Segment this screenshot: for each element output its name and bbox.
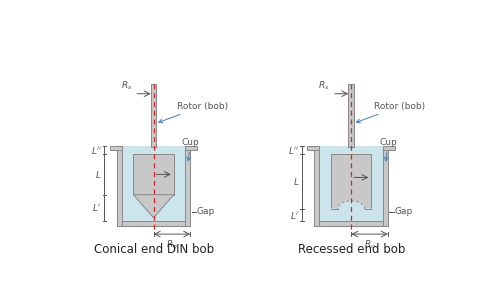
- Text: Cup: Cup: [379, 138, 397, 161]
- Bar: [134, 154, 173, 195]
- Bar: [331, 154, 372, 209]
- Bar: [314, 146, 320, 226]
- Bar: [122, 146, 186, 221]
- Text: $L^{\prime\prime}$: $L^{\prime\prime}$: [288, 145, 300, 156]
- Bar: [110, 146, 122, 150]
- Text: $L$: $L$: [95, 169, 102, 180]
- Bar: [117, 221, 190, 226]
- Text: $L$: $L$: [293, 176, 300, 187]
- Polygon shape: [134, 195, 173, 218]
- Bar: [186, 146, 198, 150]
- Text: Rotor (bob): Rotor (bob): [356, 102, 426, 123]
- Bar: [383, 146, 388, 226]
- Text: $R_o$: $R_o$: [166, 238, 178, 251]
- Bar: [117, 146, 122, 226]
- Text: Gap: Gap: [394, 207, 412, 216]
- Text: Conical end DIN bob: Conical end DIN bob: [94, 243, 214, 256]
- Polygon shape: [331, 201, 372, 209]
- Text: Recessed end bob: Recessed end bob: [298, 243, 405, 256]
- Text: Gap: Gap: [196, 207, 215, 216]
- Text: $L'$: $L'$: [92, 203, 102, 214]
- Bar: [383, 146, 395, 150]
- Text: $R_i$: $R_i$: [354, 166, 364, 179]
- Bar: [348, 84, 354, 147]
- Bar: [150, 84, 156, 147]
- Text: $L'$: $L'$: [290, 210, 300, 221]
- Text: Cup: Cup: [182, 138, 199, 161]
- Text: $L^{\prime\prime}$: $L^{\prime\prime}$: [90, 145, 102, 156]
- Text: $R_i$: $R_i$: [156, 163, 166, 176]
- Bar: [186, 146, 190, 226]
- Text: $R_o$: $R_o$: [364, 238, 376, 251]
- Text: $R_s$: $R_s$: [318, 79, 330, 92]
- Bar: [314, 221, 388, 226]
- Text: $R_s$: $R_s$: [120, 79, 132, 92]
- Bar: [308, 146, 320, 150]
- Bar: [320, 146, 383, 221]
- Text: Rotor (bob): Rotor (bob): [159, 102, 228, 123]
